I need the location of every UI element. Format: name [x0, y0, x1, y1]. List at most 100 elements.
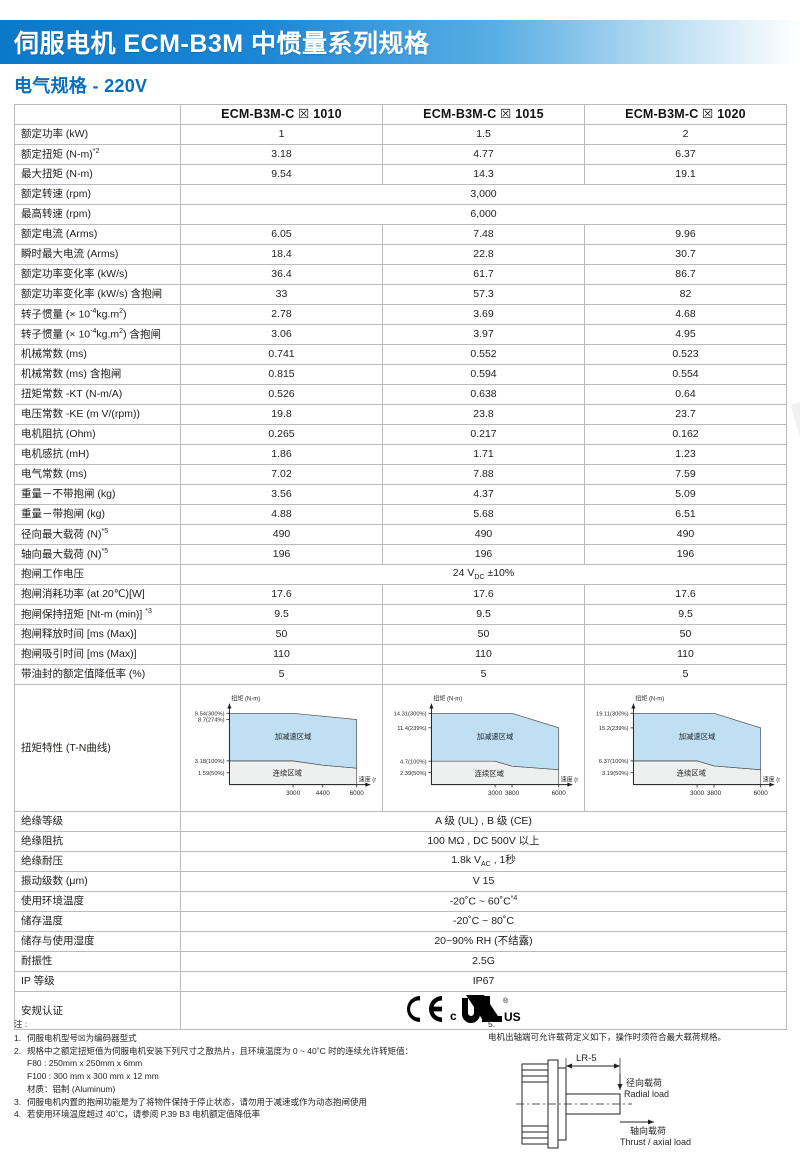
footnotes-right: 5. 电机出轴端可允许载荷定义如下，操作时须符合最大载荷规格。	[488, 1018, 788, 1161]
row-label: 抱闸吸引时间 [ms (Max)]	[14, 644, 181, 665]
row-value-merged: 20~90% RH (不结露)	[180, 931, 787, 952]
torque-curve-cell-1: 扭矩 (N-m) 速度 (rpm) 9.54(300%)8.7(274%) 3.18(…	[180, 684, 383, 812]
row-value-merged: 100 MΩ , DC 500V 以上	[180, 831, 787, 852]
table-row: 抱闸工作电压 24 VDC ±10%	[14, 564, 787, 585]
row-value-2: 57.3	[382, 284, 585, 305]
row-value-2: 9.5	[382, 604, 585, 625]
row-value-2: 0.638	[382, 384, 585, 405]
row-label-certification: 安规认证	[14, 990, 181, 1031]
table-row: 瞬时最大电流 (Arms) 18.4 22.8 30.7	[14, 244, 787, 265]
notes-list: 1. 伺服电机型号☒为编码器型式 2. 规格中之额定扭矩值为伺服电机安装下列尺寸之散热…	[14, 1032, 484, 1121]
row-value-2: 17.6	[382, 584, 585, 605]
continuous-region-label: 连续区域	[273, 769, 303, 778]
row-value-3: 1.23	[584, 444, 787, 465]
row-value-2: 5.68	[382, 504, 585, 525]
row-label: 抱闸释放时间 [ms (Max)]	[14, 624, 181, 645]
table-row: 转子惯量 (× 10-4kg.m2) 2.78 3.69 4.68	[14, 304, 787, 325]
table-row: 额定功率变化率 (kW/s) 36.4 61.7 86.7	[14, 264, 787, 285]
diagram-radial-en: Radial load	[624, 1089, 669, 1099]
row-value-3: 0.64	[584, 384, 787, 405]
table-row: 最大扭矩 (N-m) 9.54 14.3 19.1	[14, 164, 787, 185]
row-value-3: 110	[584, 644, 787, 665]
ul-slash-icon	[465, 995, 500, 1019]
row-value-1: 9.54	[180, 164, 383, 185]
table-row: 重量－不带抱闸 (kg) 3.56 4.37 5.09	[14, 484, 787, 505]
row-value-3: 50	[584, 624, 787, 645]
chart-ytick: 14.31(300%)	[394, 711, 427, 717]
note-number: 3.	[14, 1096, 22, 1107]
note-number: 4.	[14, 1109, 22, 1120]
ce-e-icon	[428, 996, 442, 1022]
table-row: 电压常数 -KE (m V/(rpm)) 19.8 23.8 23.7	[14, 404, 787, 425]
table-row: 耐振性 2.5G	[14, 951, 787, 972]
ul-registered-icon: ®	[503, 997, 509, 1005]
row-label: 额定功率 (kW)	[14, 124, 181, 145]
table-row: 额定功率变化率 (kW/s) 含抱闸 33 57.3 82	[14, 284, 787, 305]
certification-logos: c ® US	[406, 995, 520, 1024]
row-value-merged: 6,000	[180, 204, 787, 225]
row-label: 最高转速 (rpm)	[14, 204, 181, 225]
row-label: 扭矩常数 -KT (N-m/A)	[14, 384, 181, 405]
row-label: 最大扭矩 (N-m)	[14, 164, 181, 185]
note-text: 伺服电机型号☒为编码器型式	[27, 1032, 137, 1043]
row-label: 额定功率变化率 (kW/s)	[14, 264, 181, 285]
row-label: 抱闸保持扭矩 [Nt-m (min)] *3	[14, 604, 181, 625]
row-label: 绝缘耐压	[14, 851, 181, 872]
row-value-2: 4.77	[382, 144, 585, 165]
row-value-1: 18.4	[180, 244, 383, 265]
acceleration-region-label: 加减速区域	[679, 732, 716, 741]
row-value-2: 3.97	[382, 324, 585, 345]
row-label: 绝缘阻抗	[14, 831, 181, 852]
footnotes-left: 注 : 1. 伺服电机型号☒为编码器型式 2. 规格中之额定扭矩值为伺服电机安装下列尺…	[14, 1018, 484, 1121]
table-row: 额定功率 (kW) 1 1.5 2	[14, 124, 787, 145]
chart-ylabel: 扭矩 (N-m)	[231, 695, 260, 703]
row-value-3: 2	[584, 124, 787, 145]
row-value-merged: 3,000	[180, 184, 787, 205]
notes-heading: 注 :	[14, 1019, 28, 1029]
acceleration-region-label: 加减速区域	[477, 732, 514, 741]
chart-ytick: 8.7(274%)	[198, 718, 225, 724]
row-value-2: 0.217	[382, 424, 585, 445]
row-value-3: 7.59	[584, 464, 787, 485]
row-value-2: 14.3	[382, 164, 585, 185]
chart-ytick: 1.59(50%)	[198, 771, 225, 777]
row-value-1: 4.88	[180, 504, 383, 525]
row-value-3: 4.95	[584, 324, 787, 345]
row-label: 抱闸消耗功率 (at 20℃)[W]	[14, 584, 181, 605]
row-label: 重量－不带抱闸 (kg)	[14, 484, 181, 505]
row-value-merged: 1.8k VAC , 1秒	[180, 851, 787, 872]
title-banner	[0, 20, 800, 64]
table-row: 电机感抗 (mH) 1.86 1.71 1.23	[14, 444, 787, 465]
table-row: 使用环境温度 -20˚C ~ 60˚C*4	[14, 891, 787, 912]
chart-ytick: 9.54(300%)	[195, 711, 225, 717]
row-value-1: 196	[180, 544, 383, 565]
general-specification-rows: 绝缘等级 A 级 (UL) , B 级 (CE) 绝缘阻抗 100 MΩ , DC 5…	[14, 811, 787, 1031]
row-value-3: 6.37	[584, 144, 787, 165]
table-row: 振动级数 (μm) V 15	[14, 871, 787, 892]
chart-xtick: 3800	[707, 790, 722, 797]
row-value-3: 5.09	[584, 484, 787, 505]
table-row: 绝缘等级 A 级 (UL) , B 级 (CE)	[14, 811, 787, 832]
row-label: 额定扭矩 (N-m)*2	[14, 144, 181, 165]
specification-table: ECM-B3M-C ☒ 1010 ECM-B3M-C ☒ 1015 ECM-B3…	[14, 104, 787, 1031]
row-value-merged: -20˚C ~ 60˚C*4	[180, 891, 787, 912]
row-value-3: 19.1	[584, 164, 787, 185]
row-label-torque-curve: 扭矩特性 (T-N曲线)	[14, 684, 181, 812]
torque-curve-chart: 扭矩 (N-m) 速度 (rpm) 9.54(300%)8.7(274%) 3.18(…	[195, 695, 376, 798]
row-label: 带油封的额定值降低率 (%)	[14, 664, 181, 685]
row-label: 储存温度	[14, 911, 181, 932]
row-value-2: 50	[382, 624, 585, 645]
chart-xtick: 3000	[488, 790, 503, 797]
header-model-1010: ECM-B3M-C ☒ 1010	[180, 104, 383, 125]
acceleration-region-label: 加减速区域	[275, 732, 312, 741]
diagram-thrust-en: Thrust / axial load	[620, 1137, 691, 1147]
table-row: 抱闸保持扭矩 [Nt-m (min)] *3 9.5 9.5 9.5	[14, 604, 787, 625]
row-label: 额定功率变化率 (kW/s) 含抱闸	[14, 284, 181, 305]
table-row: 电机阻抗 (Ohm) 0.265 0.217 0.162	[14, 424, 787, 445]
chart-ytick: 2.39(50%)	[400, 771, 427, 777]
acceleration-region	[431, 712, 560, 771]
table-row: 重量－带抱闸 (kg) 4.88 5.68 6.51	[14, 504, 787, 525]
note-5-number: 5.	[488, 1019, 496, 1029]
row-value-1: 19.8	[180, 404, 383, 425]
certification-row: 安规认证 c ® US	[14, 990, 787, 1031]
